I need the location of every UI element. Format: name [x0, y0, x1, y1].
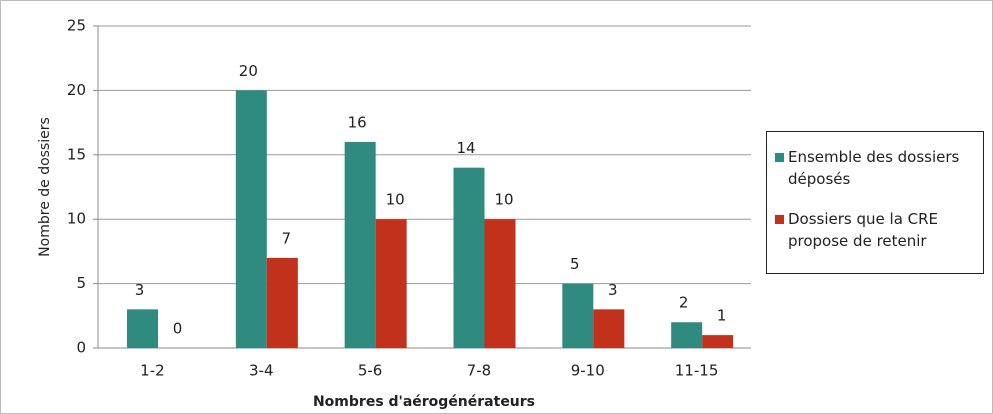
- y-tick-label: 25: [67, 17, 86, 35]
- bar: [562, 283, 594, 348]
- legend-swatch: [775, 153, 784, 162]
- y-axis-title: Nombre de dossiers: [37, 117, 53, 257]
- x-tick-label: 3-4: [249, 362, 274, 380]
- x-axis-title: Nombres d'aérogénérateurs: [313, 394, 535, 410]
- legend-swatch: [775, 215, 784, 224]
- data-label: 14: [456, 139, 475, 157]
- data-label: 3: [135, 281, 145, 299]
- data-label: 3: [608, 281, 618, 299]
- legend-entry: Dossiers que la CRE propose de retenir: [775, 208, 975, 252]
- y-tick-label: 15: [67, 145, 86, 163]
- bar: [375, 219, 407, 348]
- x-tick-label: 5-6: [358, 362, 383, 380]
- data-label: 20: [239, 62, 258, 80]
- data-label: 1: [717, 307, 727, 325]
- legend-label: Ensemble des dossiers déposés: [788, 148, 960, 188]
- data-label: 16: [348, 113, 367, 131]
- data-label: 5: [570, 255, 580, 273]
- data-label: 2: [679, 294, 689, 312]
- bar: [671, 322, 703, 348]
- bar: [484, 219, 516, 348]
- bar: [344, 141, 376, 348]
- data-label: 0: [173, 320, 183, 338]
- data-label: 7: [282, 229, 292, 247]
- y-tick-label: 10: [67, 210, 86, 228]
- x-tick-label: 11-15: [675, 362, 719, 380]
- bar: [266, 257, 298, 348]
- x-tick-label: 7-8: [467, 362, 492, 380]
- legend: Ensemble des dossiers déposés Dossiers qu…: [766, 131, 984, 274]
- x-tick-label: 9-10: [571, 362, 605, 380]
- y-tick-label: 0: [76, 339, 86, 357]
- legend-entry: Ensemble des dossiers déposés: [775, 146, 975, 190]
- y-tick-label: 20: [67, 81, 86, 99]
- bar: [702, 335, 734, 348]
- bar: [453, 167, 485, 348]
- bar: [127, 309, 158, 348]
- legend-label: Dossiers que la CRE propose de retenir: [788, 210, 939, 250]
- data-label: 10: [386, 191, 405, 209]
- data-label: 10: [494, 191, 513, 209]
- bar: [593, 309, 625, 348]
- y-tick-label: 5: [76, 274, 86, 292]
- x-tick-label: 1-2: [140, 362, 165, 380]
- bar: [235, 90, 267, 349]
